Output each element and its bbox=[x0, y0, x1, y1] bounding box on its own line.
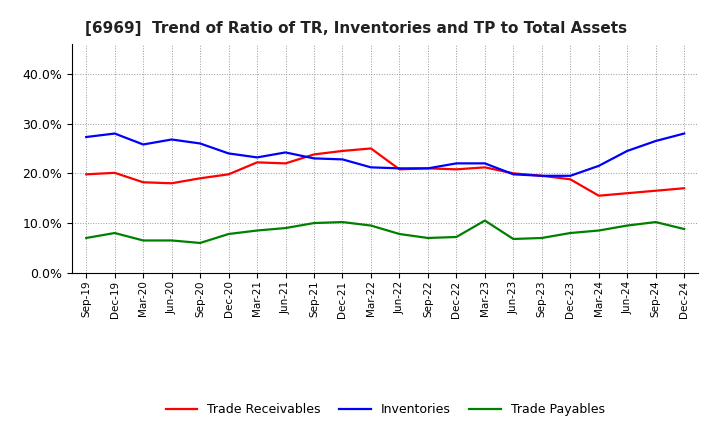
Trade Payables bbox=[680, 227, 688, 232]
Trade Payables bbox=[395, 231, 404, 237]
Trade Payables bbox=[282, 225, 290, 231]
Inventories bbox=[282, 150, 290, 155]
Inventories bbox=[253, 155, 261, 160]
Line: Trade Payables: Trade Payables bbox=[86, 220, 684, 243]
Trade Payables bbox=[167, 238, 176, 243]
Trade Payables bbox=[480, 218, 489, 223]
Trade Payables bbox=[452, 235, 461, 240]
Trade Payables bbox=[509, 236, 518, 242]
Trade Receivables bbox=[110, 170, 119, 176]
Inventories bbox=[595, 163, 603, 169]
Trade Payables bbox=[652, 220, 660, 225]
Trade Payables bbox=[537, 235, 546, 241]
Trade Receivables bbox=[537, 173, 546, 179]
Trade Payables bbox=[225, 231, 233, 237]
Trade Receivables bbox=[595, 193, 603, 198]
Inventories bbox=[338, 157, 347, 162]
Inventories bbox=[225, 151, 233, 156]
Trade Receivables bbox=[139, 180, 148, 185]
Inventories bbox=[623, 148, 631, 154]
Trade Receivables bbox=[623, 191, 631, 196]
Inventories bbox=[680, 131, 688, 136]
Trade Receivables bbox=[566, 176, 575, 182]
Inventories bbox=[566, 173, 575, 179]
Trade Payables bbox=[595, 228, 603, 233]
Trade Receivables bbox=[366, 146, 375, 151]
Trade Receivables bbox=[652, 188, 660, 193]
Inventories bbox=[110, 131, 119, 136]
Line: Trade Receivables: Trade Receivables bbox=[86, 148, 684, 196]
Trade Receivables bbox=[253, 160, 261, 165]
Trade Payables bbox=[82, 235, 91, 241]
Trade Receivables bbox=[423, 166, 432, 171]
Trade Payables bbox=[253, 228, 261, 233]
Trade Receivables bbox=[167, 181, 176, 186]
Trade Receivables bbox=[225, 172, 233, 177]
Trade Payables bbox=[196, 240, 204, 246]
Inventories bbox=[509, 172, 518, 177]
Trade Receivables bbox=[310, 152, 318, 157]
Trade Receivables bbox=[480, 165, 489, 170]
Legend: Trade Receivables, Inventories, Trade Payables: Trade Receivables, Inventories, Trade Pa… bbox=[161, 398, 610, 421]
Trade Receivables bbox=[82, 172, 91, 177]
Inventories bbox=[537, 173, 546, 179]
Trade Payables bbox=[310, 220, 318, 226]
Trade Payables bbox=[139, 238, 148, 243]
Trade Receivables bbox=[338, 148, 347, 154]
Inventories bbox=[310, 156, 318, 161]
Inventories bbox=[196, 141, 204, 146]
Trade Receivables bbox=[196, 176, 204, 181]
Inventories bbox=[366, 165, 375, 170]
Trade Payables bbox=[366, 223, 375, 228]
Trade Payables bbox=[110, 231, 119, 236]
Inventories bbox=[423, 166, 432, 171]
Inventories bbox=[480, 161, 489, 166]
Trade Payables bbox=[623, 223, 631, 228]
Inventories bbox=[167, 137, 176, 142]
Trade Receivables bbox=[395, 167, 404, 172]
Inventories bbox=[452, 161, 461, 166]
Trade Receivables bbox=[509, 171, 518, 176]
Inventories bbox=[395, 166, 404, 171]
Inventories bbox=[652, 138, 660, 143]
Trade Payables bbox=[566, 231, 575, 236]
Trade Payables bbox=[423, 235, 432, 241]
Trade Payables bbox=[338, 220, 347, 225]
Line: Inventories: Inventories bbox=[86, 133, 684, 176]
Trade Receivables bbox=[282, 161, 290, 166]
Text: [6969]  Trend of Ratio of TR, Inventories and TP to Total Assets: [6969] Trend of Ratio of TR, Inventories… bbox=[84, 21, 626, 36]
Trade Receivables bbox=[452, 167, 461, 172]
Inventories bbox=[139, 142, 148, 147]
Inventories bbox=[82, 134, 91, 139]
Trade Receivables bbox=[680, 186, 688, 191]
